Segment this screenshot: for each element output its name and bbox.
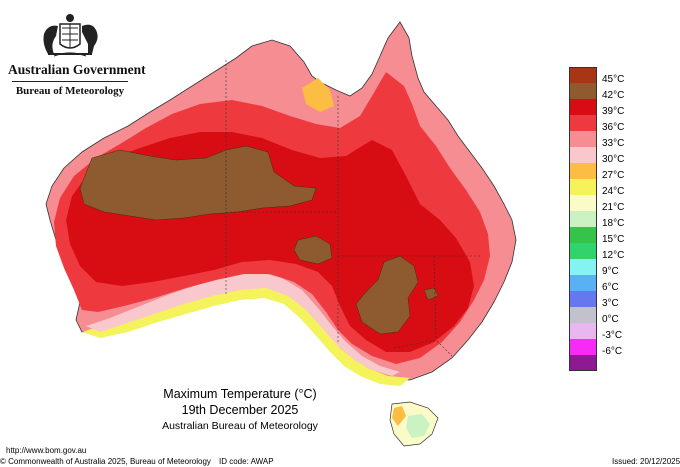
map-title: Maximum Temperature (°C) [163, 387, 317, 401]
legend-swatch [569, 163, 597, 179]
bureau-label: Bureau of Meteorology [15, 85, 125, 97]
legend-label: 33°C [602, 138, 625, 149]
legend-swatch [569, 67, 597, 83]
zone-42-southeast [355, 255, 419, 335]
legend-swatch [569, 99, 597, 115]
legend-row: 18°C [569, 211, 649, 229]
state-borders [225, 60, 480, 357]
legend-row: 3°C [569, 291, 649, 309]
legend-swatch [569, 291, 597, 307]
legend-swatch [569, 131, 597, 147]
legend-swatch [569, 243, 597, 259]
legend-row: 12°C [569, 243, 649, 261]
zone-27-gulf [302, 78, 334, 112]
legend-swatch [569, 323, 597, 339]
legend-row: 39°C [569, 99, 649, 117]
zone-42-small [423, 287, 439, 301]
issued-date: Issued: 20/12/2025 [612, 457, 680, 466]
legend-row: -3°C [569, 323, 649, 341]
copyright-text: © Commonwealth of Australia 2025, Bureau… [0, 457, 211, 466]
legend-label: 45°C [602, 74, 625, 85]
legend-label: 9°C [602, 266, 619, 277]
legend-row: 15°C [569, 227, 649, 245]
zone-42-central [293, 235, 333, 265]
tasmania-warm [392, 406, 406, 426]
legend-swatch [569, 83, 597, 99]
legend-row: 9°C [569, 259, 649, 277]
legend-row: 21°C [569, 195, 649, 213]
legend-swatch [569, 355, 597, 371]
website-url[interactable]: http://www.bom.gov.au [6, 446, 87, 455]
map-source: Australian Bureau of Meteorology [162, 420, 318, 432]
legend-swatch [569, 227, 597, 243]
legend-swatch [569, 115, 597, 131]
legend-row: 42°C [569, 83, 649, 101]
commonwealth-coat-of-arms-icon [43, 14, 98, 57]
legend-label: 30°C [602, 154, 625, 165]
legend-label: 21°C [602, 202, 625, 213]
legend-swatch [569, 275, 597, 291]
legend-label: 3°C [602, 298, 619, 309]
legend-label: 24°C [602, 186, 625, 197]
tasmania-green [406, 414, 430, 438]
legend-label: 27°C [602, 170, 625, 181]
legend-label: -6°C [602, 346, 623, 357]
south-coast-warm-band [86, 272, 400, 376]
legend-swatch [569, 307, 597, 323]
zone-42-west [79, 145, 317, 221]
legend-swatch [569, 179, 597, 195]
bom-logo: Australian Government Bureau of Meteorol… [8, 10, 146, 97]
legend-row: 33°C [569, 131, 649, 149]
legend-swatch [569, 211, 597, 227]
footer-bar: © Commonwealth of Australia 2025, Bureau… [0, 457, 680, 467]
id-code: ID code: AWAP [219, 457, 274, 466]
legend-label: 42°C [602, 90, 625, 101]
legend-label: 6°C [602, 282, 619, 293]
map-caption: Maximum Temperature (°C) 19th December 2… [120, 386, 360, 433]
legend-row: -6°C [569, 339, 649, 357]
legend-row: 27°C [569, 163, 649, 181]
legend-row: 24°C [569, 179, 649, 197]
legend-swatch [569, 259, 597, 275]
legend-row [569, 355, 649, 371]
legend-row: 30°C [569, 147, 649, 165]
legend-row: 36°C [569, 115, 649, 133]
legend-label: 12°C [602, 250, 625, 261]
legend-swatch [569, 147, 597, 163]
map-date: 19th December 2025 [181, 403, 299, 417]
legend-label: 18°C [602, 218, 625, 229]
legend-row: 6°C [569, 275, 649, 293]
legend-label: 0°C [602, 314, 619, 325]
legend-label: -3°C [602, 330, 623, 341]
legend-swatch [569, 195, 597, 211]
legend-swatch [569, 339, 597, 355]
legend-row: 45°C [569, 67, 649, 85]
legend-label: 39°C [602, 106, 625, 117]
header-divider [12, 81, 128, 82]
government-label: Australian Government [8, 62, 146, 77]
legend-row: 0°C [569, 307, 649, 325]
legend-label: 15°C [602, 234, 625, 245]
legend-label: 36°C [602, 122, 625, 133]
